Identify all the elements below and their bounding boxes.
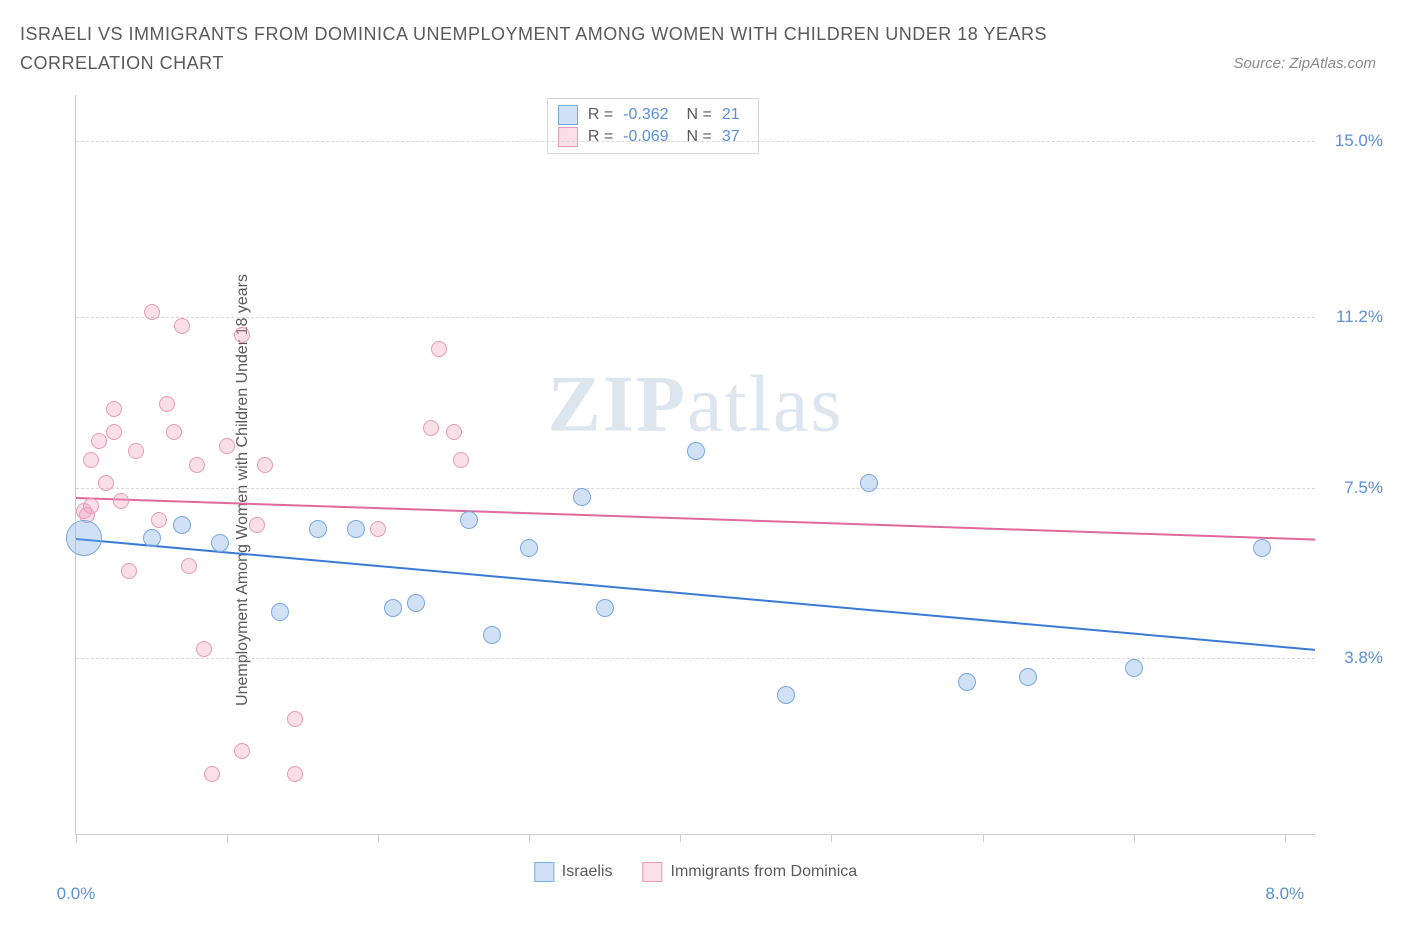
watermark: ZIPatlas: [548, 360, 844, 451]
scatter-point-israelis: [211, 534, 229, 552]
scatter-point-israelis: [596, 599, 614, 617]
scatter-point-dominica: [219, 438, 235, 454]
stat-value-n-israelis: 21: [722, 106, 740, 124]
x-tick: [76, 834, 77, 842]
scatter-point-israelis: [520, 539, 538, 557]
scatter-point-israelis: [1019, 668, 1037, 686]
scatter-point-dominica: [106, 401, 122, 417]
scatter-point-israelis: [687, 442, 705, 460]
scatter-point-dominica: [83, 452, 99, 468]
scatter-point-israelis: [860, 474, 878, 492]
x-tick: [680, 834, 681, 842]
scatter-point-dominica: [174, 318, 190, 334]
x-tick-label: 8.0%: [1265, 884, 1304, 904]
stat-value-r-israelis: -0.362: [623, 106, 668, 124]
x-tick: [1285, 834, 1286, 842]
stat-label-n: N =: [687, 128, 712, 146]
scatter-point-israelis: [143, 529, 161, 547]
x-tick: [1134, 834, 1135, 842]
scatter-point-dominica: [128, 443, 144, 459]
x-tick: [831, 834, 832, 842]
scatter-point-dominica: [91, 433, 107, 449]
stat-label-r: R =: [588, 106, 613, 124]
gridline: [76, 317, 1315, 318]
scatter-point-dominica: [234, 327, 250, 343]
scatter-point-dominica: [121, 563, 137, 579]
trend-line-israelis: [76, 538, 1315, 651]
scatter-point-dominica: [189, 457, 205, 473]
swatch-israelis: [558, 105, 578, 125]
legend-item-israelis: Israelis: [534, 862, 613, 882]
y-tick-label: 3.8%: [1344, 648, 1383, 668]
stat-value-r-dominica: -0.069: [623, 128, 668, 146]
scatter-point-israelis: [407, 594, 425, 612]
scatter-point-dominica: [144, 304, 160, 320]
stat-value-n-dominica: 37: [722, 128, 740, 146]
scatter-point-dominica: [423, 420, 439, 436]
scatter-point-dominica: [249, 517, 265, 533]
legend-item-dominica: Immigrants from Dominica: [642, 862, 857, 882]
swatch-dominica: [642, 862, 662, 882]
scatter-point-dominica: [204, 766, 220, 782]
scatter-point-israelis: [573, 488, 591, 506]
scatter-point-israelis: [1125, 659, 1143, 677]
stat-label-n: N =: [687, 106, 712, 124]
scatter-point-israelis: [483, 626, 501, 644]
scatter-point-dominica: [370, 521, 386, 537]
scatter-point-israelis: [66, 520, 102, 556]
scatter-point-israelis: [958, 673, 976, 691]
x-tick-label: 0.0%: [57, 884, 96, 904]
scatter-point-dominica: [151, 512, 167, 528]
swatch-israelis: [534, 862, 554, 882]
swatch-dominica: [558, 127, 578, 147]
legend: Israelis Immigrants from Dominica: [534, 862, 857, 882]
legend-label: Immigrants from Dominica: [670, 863, 857, 881]
scatter-point-israelis: [173, 516, 191, 534]
scatter-point-dominica: [287, 711, 303, 727]
scatter-point-israelis: [309, 520, 327, 538]
chart-title: ISRAELI VS IMMIGRANTS FROM DOMINICA UNEM…: [20, 20, 1120, 78]
scatter-point-dominica: [453, 452, 469, 468]
gridline: [76, 488, 1315, 489]
scatter-point-dominica: [159, 396, 175, 412]
scatter-point-israelis: [384, 599, 402, 617]
scatter-point-dominica: [257, 457, 273, 473]
scatter-point-dominica: [446, 424, 462, 440]
source-credit: Source: ZipAtlas.com: [1233, 20, 1376, 72]
scatter-point-israelis: [460, 511, 478, 529]
scatter-point-dominica: [98, 475, 114, 491]
scatter-point-dominica: [431, 341, 447, 357]
y-tick-label: 15.0%: [1335, 131, 1383, 151]
gridline: [76, 141, 1315, 142]
scatter-point-dominica: [113, 493, 129, 509]
x-tick: [378, 834, 379, 842]
scatter-point-israelis: [347, 520, 365, 538]
scatter-point-dominica: [196, 641, 212, 657]
scatter-point-israelis: [1253, 539, 1271, 557]
y-tick-label: 7.5%: [1344, 478, 1383, 498]
x-tick: [983, 834, 984, 842]
stats-row-dominica: R = -0.069 N = 37: [558, 127, 748, 147]
scatter-point-dominica: [234, 743, 250, 759]
scatter-point-dominica: [166, 424, 182, 440]
x-tick: [227, 834, 228, 842]
y-tick-label: 11.2%: [1336, 307, 1383, 327]
stat-label-r: R =: [588, 128, 613, 146]
scatter-point-dominica: [181, 558, 197, 574]
legend-label: Israelis: [562, 863, 613, 881]
scatter-point-israelis: [271, 603, 289, 621]
x-tick: [529, 834, 530, 842]
scatter-point-dominica: [287, 766, 303, 782]
scatter-point-dominica: [106, 424, 122, 440]
scatter-point-israelis: [777, 686, 795, 704]
scatter-point-dominica: [83, 498, 99, 514]
stats-box: R = -0.362 N = 21 R = -0.069 N = 37: [547, 98, 759, 154]
stats-row-israelis: R = -0.362 N = 21: [558, 105, 748, 125]
plot-area: ZIPatlas R = -0.362 N = 21 R = -0.069 N …: [75, 95, 1315, 835]
